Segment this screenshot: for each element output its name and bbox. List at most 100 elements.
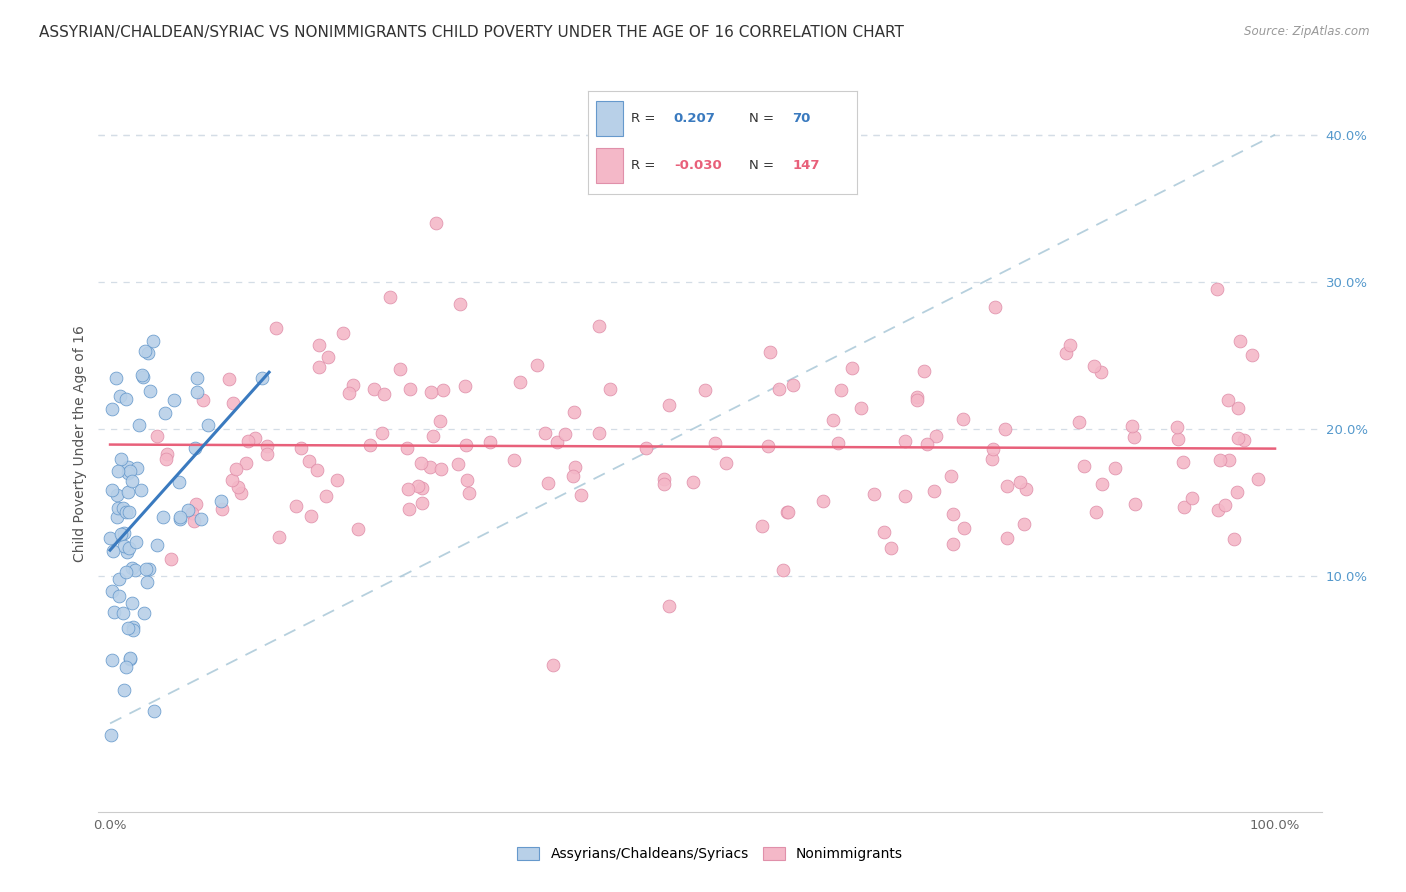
Point — [181, 507, 204, 521]
Point — [160, 551, 183, 566]
Point — [221, 396, 243, 410]
Point — [308, 359, 330, 374]
Point — [1209, 453, 1232, 467]
Point — [454, 379, 477, 393]
Point — [221, 473, 243, 487]
Point — [526, 359, 548, 373]
Point — [995, 479, 1018, 493]
Point — [218, 372, 240, 386]
Point — [905, 392, 928, 407]
Point — [652, 473, 675, 487]
Point — [115, 565, 138, 579]
Point — [703, 436, 725, 450]
Point — [1012, 517, 1035, 532]
Point — [420, 385, 443, 400]
Point — [284, 499, 307, 513]
Point — [197, 417, 219, 432]
Point — [409, 457, 432, 471]
Point — [139, 384, 162, 399]
Point — [193, 393, 215, 408]
Point — [121, 596, 143, 610]
Point — [430, 462, 453, 476]
Point — [1054, 346, 1077, 360]
Point — [984, 301, 1007, 315]
Point — [112, 606, 135, 620]
Point — [1015, 482, 1038, 496]
Point — [183, 442, 205, 456]
Y-axis label: Child Poverty Under the Age of 16: Child Poverty Under the Age of 16 — [73, 326, 87, 562]
Point — [1073, 459, 1095, 474]
Point — [821, 413, 844, 427]
Point — [1104, 461, 1126, 475]
Point — [1206, 502, 1229, 516]
Point — [211, 501, 233, 516]
Point — [658, 599, 681, 613]
Point — [994, 422, 1017, 436]
Point — [546, 434, 568, 449]
Point — [245, 431, 267, 445]
Point — [152, 510, 174, 524]
Point — [225, 462, 247, 476]
Point — [98, 531, 121, 545]
Point — [634, 441, 657, 455]
Point — [169, 510, 191, 524]
Point — [880, 541, 903, 556]
Point — [1247, 472, 1270, 486]
Point — [599, 382, 621, 396]
Point — [541, 657, 564, 672]
Point — [942, 537, 965, 551]
Point — [1218, 392, 1240, 407]
Point — [132, 370, 155, 384]
Point — [827, 436, 849, 450]
Point — [422, 429, 444, 443]
Text: ASSYRIAN/CHALDEAN/SYRIAC VS NONIMMIGRANTS CHILD POVERTY UNDER THE AGE OF 16 CORR: ASSYRIAN/CHALDEAN/SYRIAC VS NONIMMIGRANT… — [39, 25, 904, 40]
Point — [756, 439, 779, 453]
Point — [768, 382, 790, 396]
Point — [112, 683, 135, 698]
Point — [419, 460, 441, 475]
Point — [502, 453, 524, 467]
Point — [231, 486, 253, 500]
Point — [226, 480, 249, 494]
Point — [117, 484, 139, 499]
Point — [190, 512, 212, 526]
Point — [136, 346, 159, 360]
Point — [105, 488, 128, 502]
Point — [953, 521, 976, 535]
Point — [1091, 477, 1114, 491]
Point — [117, 466, 139, 480]
Point — [332, 326, 354, 341]
Point — [264, 320, 287, 334]
Point — [1173, 500, 1195, 514]
Point — [1215, 498, 1237, 512]
Point — [250, 370, 273, 384]
Point — [145, 428, 167, 442]
Point — [682, 475, 704, 489]
Point — [562, 469, 585, 483]
Point — [124, 563, 146, 577]
Point — [425, 216, 447, 230]
Point — [347, 522, 370, 536]
Point — [318, 351, 340, 365]
Point — [1233, 434, 1256, 448]
Point — [841, 360, 863, 375]
Point — [981, 442, 1004, 456]
Point — [290, 442, 312, 456]
Point — [163, 392, 186, 407]
Point — [695, 384, 717, 398]
Point — [411, 481, 433, 495]
Point — [894, 489, 917, 503]
Point — [1240, 348, 1263, 362]
Point — [155, 451, 177, 466]
Point — [952, 412, 974, 426]
Point — [759, 344, 782, 359]
Point — [1166, 420, 1188, 434]
Point — [121, 561, 143, 575]
Point — [112, 526, 135, 541]
Point — [1171, 455, 1194, 469]
Point — [782, 377, 804, 392]
Point — [537, 475, 560, 490]
Point — [143, 704, 166, 718]
Point — [305, 463, 328, 477]
Point — [398, 502, 420, 516]
